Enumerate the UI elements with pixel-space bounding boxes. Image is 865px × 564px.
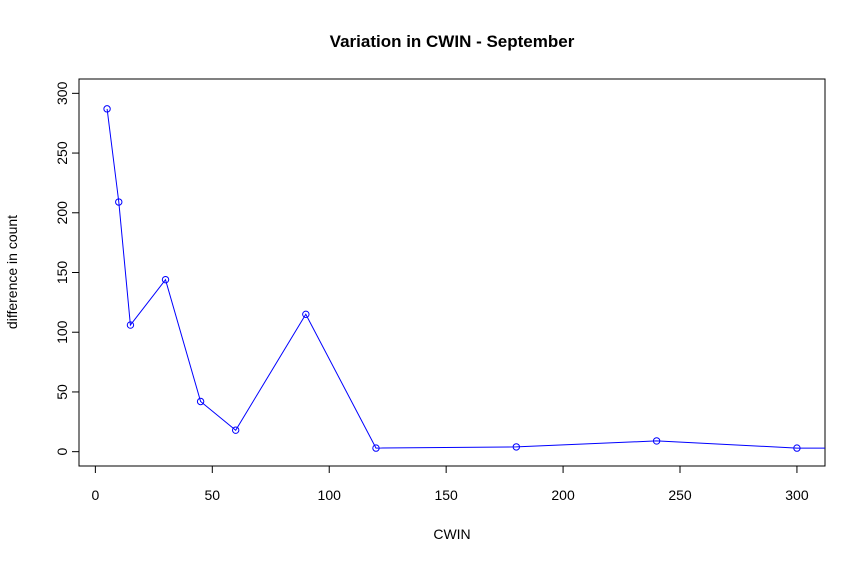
y-tick-label: 300 bbox=[54, 81, 70, 105]
data-point bbox=[372, 444, 380, 452]
data-point bbox=[126, 321, 135, 329]
x-tick-label: 300 bbox=[785, 487, 809, 503]
series-line bbox=[106, 108, 825, 449]
y-tick-label: 0 bbox=[54, 448, 70, 456]
y-axis-label: difference in count bbox=[4, 215, 20, 329]
data-point bbox=[115, 198, 123, 206]
data-point bbox=[302, 310, 310, 319]
data-point bbox=[652, 437, 661, 445]
y-tick-label: 150 bbox=[54, 261, 70, 285]
y-tick-label: 200 bbox=[54, 201, 70, 225]
series-layer bbox=[103, 105, 825, 452]
x-tick-label: 250 bbox=[668, 487, 692, 503]
data-point bbox=[793, 444, 801, 452]
y-tick-label: 50 bbox=[54, 384, 70, 400]
y-tick-label: 100 bbox=[54, 320, 70, 344]
x-tick-label: 0 bbox=[91, 487, 99, 503]
x-tick-label: 100 bbox=[318, 487, 342, 503]
y-axis: 0 50 100 150 200 250 300 bbox=[54, 81, 80, 456]
plot-frame bbox=[78, 78, 826, 467]
x-tick-label: 200 bbox=[551, 487, 575, 503]
data-point bbox=[103, 105, 111, 113]
data-point bbox=[196, 397, 205, 406]
data-point bbox=[231, 426, 240, 434]
data-point bbox=[161, 275, 170, 284]
data-point bbox=[512, 443, 521, 451]
x-tick-label: 150 bbox=[434, 487, 458, 503]
x-tick-label: 50 bbox=[205, 487, 221, 503]
x-axis-label: CWIN bbox=[433, 526, 470, 542]
chart-title: Variation in CWIN - September bbox=[330, 32, 575, 51]
y-tick-label: 250 bbox=[54, 141, 70, 165]
x-axis: 0 50 100 150 200 250 300 bbox=[91, 465, 809, 503]
